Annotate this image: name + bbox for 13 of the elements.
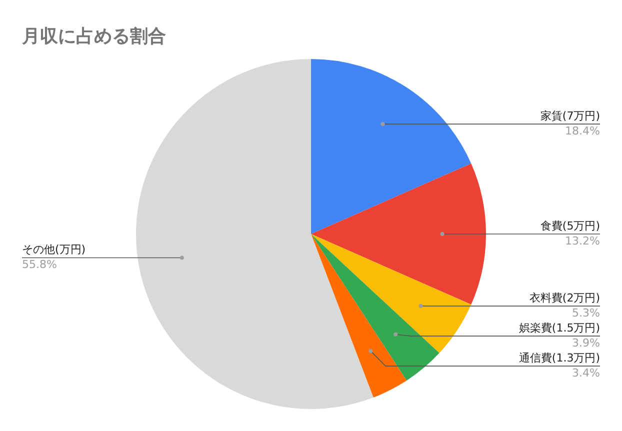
data-label: 13.2% xyxy=(565,234,600,248)
chart-title: 月収に占める割合 xyxy=(21,26,166,47)
data-label: 3.9% xyxy=(572,336,600,350)
data-label: 18.4% xyxy=(565,124,600,138)
slice-label: 娯楽費(1.5万円) xyxy=(518,321,600,334)
slice-label: 食費(5万円) xyxy=(540,219,600,232)
slice-label: その他(万円) xyxy=(22,243,86,256)
data-label: 5.3% xyxy=(572,306,600,320)
slice-label: 衣料費(2万円) xyxy=(529,291,600,304)
data-label: 55.8% xyxy=(22,258,57,272)
slice-label: 通信費(1.3万円) xyxy=(518,351,600,364)
slice-label: 家賃(7万円) xyxy=(540,109,600,122)
data-label: 3.4% xyxy=(572,366,600,380)
